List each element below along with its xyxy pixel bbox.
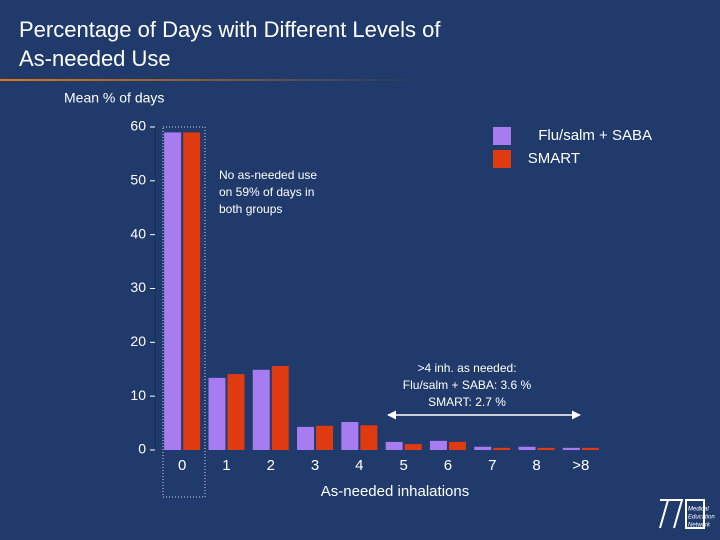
annotation: No as-needed use bbox=[219, 168, 317, 182]
y-tick-label: 60 bbox=[130, 118, 146, 134]
x-tick-label: 3 bbox=[311, 457, 319, 474]
bar bbox=[493, 447, 511, 450]
chart-title: Percentage of Days with Different Levels… bbox=[19, 17, 441, 42]
x-tick-label: 2 bbox=[267, 457, 275, 474]
y-tick-label: 0 bbox=[138, 441, 146, 457]
bar bbox=[448, 441, 466, 450]
x-tick-label: 4 bbox=[355, 457, 363, 474]
bar bbox=[518, 446, 536, 450]
logo-text: Network bbox=[688, 523, 711, 529]
x-tick-label: 6 bbox=[444, 457, 452, 474]
legend-swatch bbox=[493, 150, 511, 168]
bar bbox=[429, 440, 447, 450]
bar bbox=[562, 447, 580, 450]
bar bbox=[227, 374, 245, 450]
annotation: Flu/salm + SABA: 3.6 % bbox=[403, 378, 532, 392]
bar bbox=[474, 446, 492, 450]
x-tick-label: >8 bbox=[572, 457, 589, 474]
logo-text: Medical bbox=[688, 507, 709, 513]
y-tick-label: 10 bbox=[130, 387, 146, 403]
x-tick-label: 7 bbox=[488, 457, 496, 474]
x-axis-label: As-needed inhalations bbox=[321, 483, 469, 500]
legend-label: Flu/salm + SABA bbox=[538, 127, 652, 144]
y-axis-label: Mean % of days bbox=[64, 90, 164, 106]
annotation: on 59% of days in bbox=[219, 185, 314, 199]
bar bbox=[183, 132, 201, 450]
highlight-box bbox=[162, 126, 206, 498]
bar bbox=[316, 425, 334, 450]
title-underline bbox=[0, 79, 420, 81]
y-tick-label: 40 bbox=[130, 225, 146, 241]
bar bbox=[341, 422, 359, 450]
bar bbox=[252, 369, 270, 450]
y-tick-label: 50 bbox=[130, 172, 146, 188]
bar bbox=[385, 441, 403, 450]
x-tick-label: 1 bbox=[222, 457, 230, 474]
bar bbox=[271, 366, 289, 450]
logo-text: Education bbox=[688, 515, 715, 521]
x-tick-label: 0 bbox=[178, 457, 186, 474]
bar bbox=[581, 447, 599, 450]
logo bbox=[659, 499, 705, 529]
x-tick-label: 5 bbox=[399, 457, 407, 474]
y-tick-label: 20 bbox=[130, 333, 146, 349]
annotation: >4 inh. as needed: bbox=[417, 361, 516, 375]
bar bbox=[404, 444, 422, 450]
x-tick-label: 8 bbox=[532, 457, 540, 474]
legend-label: SMART bbox=[528, 150, 580, 167]
chart-title: As-needed Use bbox=[19, 46, 171, 71]
annotation: SMART: 2.7 % bbox=[428, 395, 506, 409]
bar bbox=[208, 377, 226, 450]
legend-swatch bbox=[493, 127, 511, 145]
bar bbox=[537, 447, 555, 450]
annotation: both groups bbox=[219, 202, 282, 216]
bar bbox=[297, 426, 315, 450]
bar bbox=[360, 425, 378, 450]
bar bbox=[164, 132, 182, 450]
y-tick-label: 30 bbox=[130, 279, 146, 295]
